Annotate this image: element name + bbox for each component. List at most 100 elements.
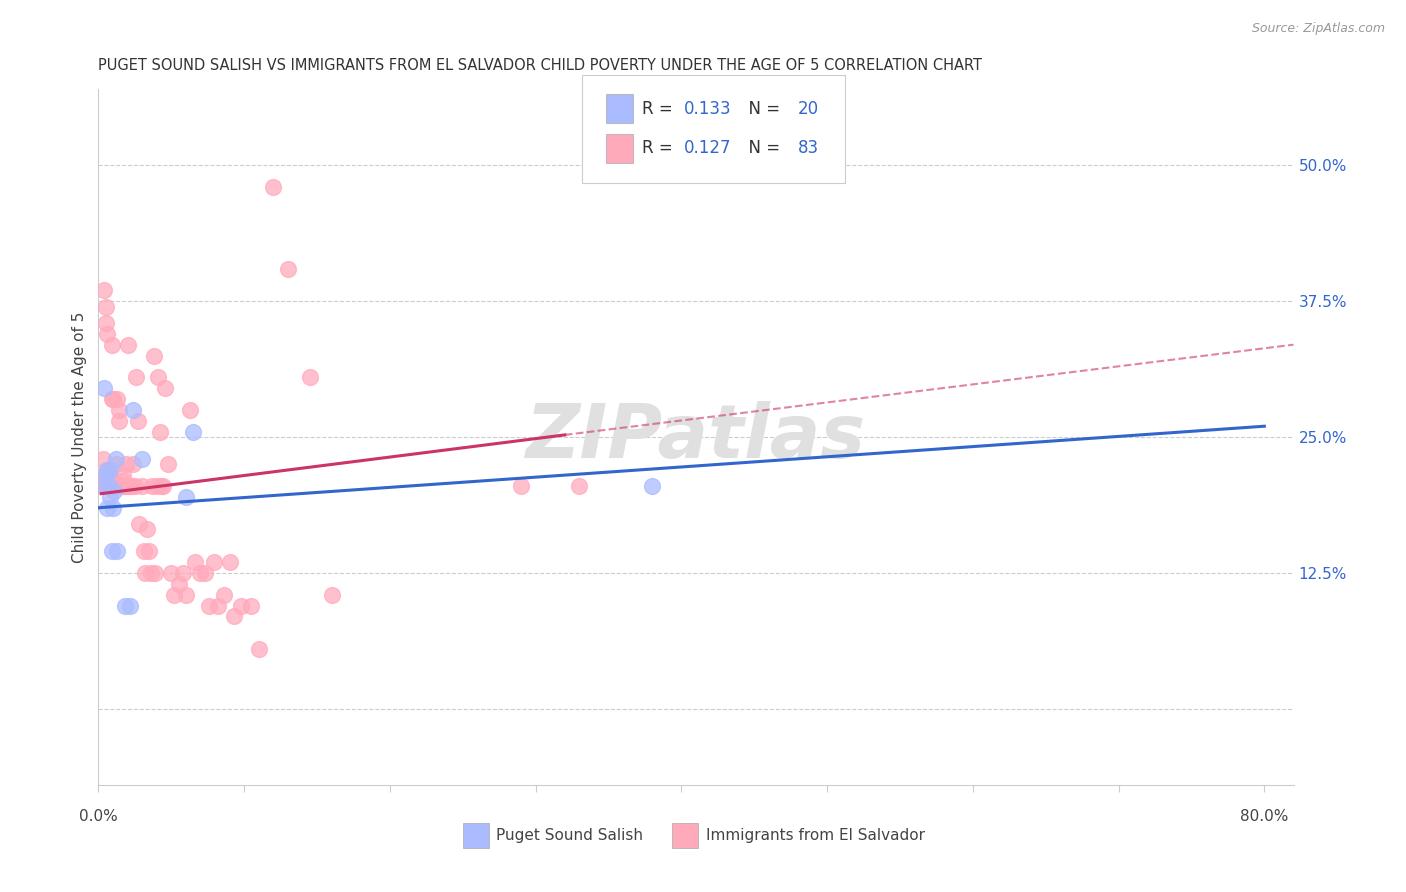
Point bbox=[321, 588, 343, 602]
Text: 0.127: 0.127 bbox=[685, 139, 731, 157]
Point bbox=[198, 599, 221, 613]
Point bbox=[174, 490, 197, 504]
Point bbox=[132, 544, 155, 558]
Text: PUGET SOUND SALISH VS IMMIGRANTS FROM EL SALVADOR CHILD POVERTY UNDER THE AGE OF: PUGET SOUND SALISH VS IMMIGRANTS FROM EL… bbox=[98, 58, 983, 73]
Point bbox=[127, 414, 149, 428]
Point bbox=[112, 468, 135, 483]
Point bbox=[96, 463, 118, 477]
Point bbox=[101, 500, 124, 515]
Point bbox=[298, 370, 321, 384]
Point bbox=[94, 316, 117, 330]
Point bbox=[93, 283, 115, 297]
Point bbox=[111, 479, 134, 493]
Text: 83: 83 bbox=[797, 139, 818, 157]
Bar bbox=[672, 822, 699, 847]
Point bbox=[98, 490, 121, 504]
Point bbox=[94, 300, 117, 314]
Point bbox=[114, 599, 136, 613]
Point bbox=[103, 474, 125, 488]
Point bbox=[105, 392, 128, 406]
Point bbox=[247, 642, 270, 657]
Point bbox=[277, 261, 299, 276]
Y-axis label: Child Poverty Under the Age of 5: Child Poverty Under the Age of 5 bbox=[72, 311, 87, 563]
Point bbox=[110, 479, 132, 493]
Text: R =: R = bbox=[643, 100, 678, 118]
Point bbox=[104, 457, 127, 471]
Text: 80.0%: 80.0% bbox=[1240, 809, 1288, 824]
Point bbox=[172, 566, 194, 580]
Point bbox=[155, 381, 177, 395]
FancyBboxPatch shape bbox=[582, 75, 845, 183]
Point bbox=[115, 457, 138, 471]
Point bbox=[231, 599, 253, 613]
Bar bbox=[606, 134, 633, 163]
Point bbox=[93, 479, 115, 493]
Point bbox=[142, 349, 165, 363]
Text: 0.0%: 0.0% bbox=[79, 809, 118, 824]
Point bbox=[118, 479, 141, 493]
Point bbox=[262, 180, 284, 194]
Point bbox=[91, 474, 114, 488]
Point bbox=[114, 479, 136, 493]
Point bbox=[91, 479, 114, 493]
Point bbox=[124, 479, 146, 493]
Point bbox=[122, 403, 145, 417]
Point bbox=[190, 566, 212, 580]
Point bbox=[194, 566, 217, 580]
Text: 20: 20 bbox=[797, 100, 818, 118]
Point bbox=[202, 555, 225, 569]
Text: N =: N = bbox=[738, 100, 785, 118]
Point bbox=[131, 451, 153, 466]
Point bbox=[240, 599, 263, 613]
Point bbox=[103, 479, 125, 493]
Point bbox=[93, 381, 115, 395]
Point bbox=[96, 500, 118, 515]
Point bbox=[97, 479, 120, 493]
Point bbox=[160, 566, 183, 580]
Point bbox=[104, 451, 127, 466]
Text: Immigrants from El Salvador: Immigrants from El Salvador bbox=[706, 828, 925, 843]
Bar bbox=[606, 94, 633, 123]
Text: 0.133: 0.133 bbox=[685, 100, 731, 118]
Point bbox=[222, 609, 245, 624]
Point bbox=[568, 479, 591, 493]
Text: R =: R = bbox=[643, 139, 678, 157]
Point bbox=[91, 451, 114, 466]
Bar bbox=[463, 822, 489, 847]
Point bbox=[103, 484, 125, 499]
Point bbox=[150, 479, 173, 493]
Point bbox=[218, 555, 240, 569]
Point bbox=[98, 463, 121, 477]
Point bbox=[101, 479, 124, 493]
Point bbox=[181, 425, 204, 439]
Point bbox=[135, 523, 157, 537]
Point bbox=[100, 337, 122, 351]
Point bbox=[96, 463, 118, 477]
Point bbox=[120, 599, 142, 613]
Point bbox=[167, 577, 190, 591]
Text: N =: N = bbox=[738, 139, 785, 157]
Point bbox=[207, 599, 229, 613]
Point bbox=[108, 414, 131, 428]
Point bbox=[115, 479, 138, 493]
Point bbox=[128, 516, 150, 531]
Point bbox=[143, 566, 166, 580]
Point bbox=[510, 479, 533, 493]
Point bbox=[97, 479, 120, 493]
Point bbox=[101, 392, 124, 406]
Point bbox=[97, 468, 120, 483]
Point bbox=[141, 479, 163, 493]
Point bbox=[139, 566, 162, 580]
Text: Source: ZipAtlas.com: Source: ZipAtlas.com bbox=[1251, 22, 1385, 36]
Point bbox=[98, 479, 121, 493]
Point bbox=[174, 588, 197, 602]
Point bbox=[163, 588, 186, 602]
Point bbox=[111, 479, 134, 493]
Point bbox=[105, 544, 128, 558]
Point bbox=[112, 474, 135, 488]
Point bbox=[149, 425, 172, 439]
Point bbox=[641, 479, 664, 493]
Point bbox=[104, 479, 127, 493]
Text: Puget Sound Salish: Puget Sound Salish bbox=[496, 828, 644, 843]
Point bbox=[105, 479, 128, 493]
